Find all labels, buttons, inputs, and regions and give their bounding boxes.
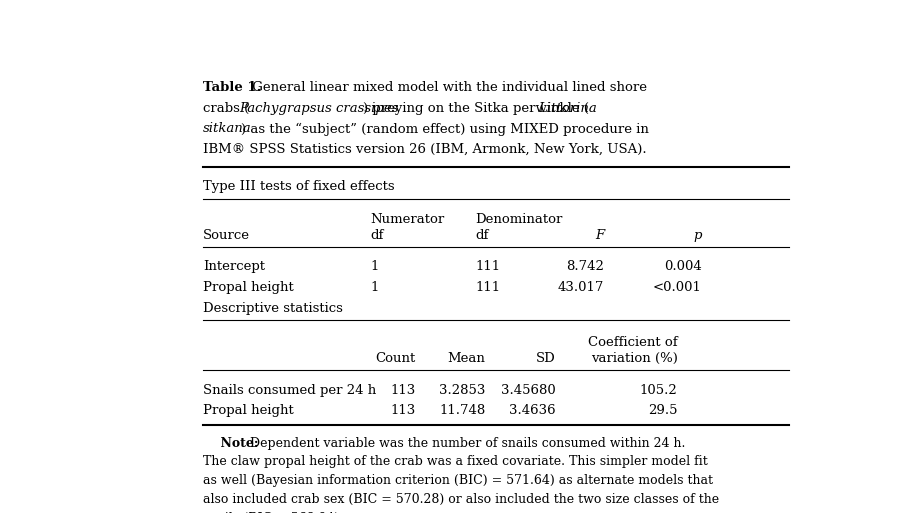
Text: Count: Count [375, 352, 416, 365]
Text: 113: 113 [391, 404, 416, 417]
Text: ) preying on the Sitka perwinkle (: ) preying on the Sitka perwinkle ( [363, 102, 589, 115]
Text: variation (%): variation (%) [590, 352, 678, 365]
Text: Numerator: Numerator [371, 213, 445, 226]
Text: 1: 1 [371, 281, 379, 294]
Text: IBM® SPSS Statistics version 26 (IBM, Armonk, New York, USA).: IBM® SPSS Statistics version 26 (IBM, Ar… [203, 143, 647, 156]
Text: 1: 1 [371, 261, 379, 273]
Text: General linear mixed model with the individual lined shore: General linear mixed model with the indi… [248, 82, 647, 94]
Text: <0.001: <0.001 [653, 281, 702, 294]
Text: p: p [693, 229, 702, 242]
Text: 111: 111 [475, 261, 500, 273]
Text: 3.2853: 3.2853 [439, 384, 486, 397]
Text: 11.748: 11.748 [439, 404, 486, 417]
Text: Mean: Mean [448, 352, 486, 365]
Text: 113: 113 [391, 384, 416, 397]
Text: 8.742: 8.742 [566, 261, 604, 273]
Text: 3.4636: 3.4636 [508, 404, 555, 417]
Text: 3.45680: 3.45680 [500, 384, 555, 397]
Text: Coefficient of: Coefficient of [588, 336, 678, 349]
Text: df: df [475, 229, 489, 242]
Text: 105.2: 105.2 [640, 384, 678, 397]
Text: Littorina: Littorina [538, 102, 597, 115]
Text: SD: SD [536, 352, 555, 365]
Text: Propal height: Propal height [203, 404, 294, 417]
Text: Denominator: Denominator [475, 213, 562, 226]
Text: crabs (: crabs ( [203, 102, 249, 115]
Text: sitkana: sitkana [203, 123, 252, 135]
Text: Type III tests of fixed effects: Type III tests of fixed effects [203, 181, 395, 193]
Text: F: F [595, 229, 604, 242]
Text: Table 1.: Table 1. [203, 82, 262, 94]
Text: 111: 111 [475, 281, 500, 294]
Text: Snails consumed per 24 h: Snails consumed per 24 h [203, 384, 376, 397]
Text: Dependent variable was the number of snails consumed within 24 h.: Dependent variable was the number of sna… [247, 437, 686, 449]
Text: The claw propal height of the crab was a fixed covariate. This simpler model fit: The claw propal height of the crab was a… [203, 456, 708, 468]
Text: snails (BIC = 568.94).: snails (BIC = 568.94). [203, 512, 343, 513]
Text: Propal height: Propal height [203, 281, 294, 294]
Text: as well (Bayesian information criterion (BIC) = 571.64) as alternate models that: as well (Bayesian information criterion … [203, 475, 713, 487]
Text: Intercept: Intercept [203, 261, 266, 273]
Text: Note:: Note: [203, 437, 258, 449]
Text: 0.004: 0.004 [664, 261, 702, 273]
Text: Pachygrapsus crassipes: Pachygrapsus crassipes [239, 102, 399, 115]
Text: df: df [371, 229, 384, 242]
Text: 43.017: 43.017 [558, 281, 604, 294]
Text: ) as the “subject” (random effect) using MIXED procedure in: ) as the “subject” (random effect) using… [241, 123, 649, 135]
Text: 29.5: 29.5 [648, 404, 678, 417]
Text: also included crab sex (BIC = 570.28) or also included the two size classes of t: also included crab sex (BIC = 570.28) or… [203, 493, 719, 506]
Text: Source: Source [203, 229, 250, 242]
Text: Descriptive statistics: Descriptive statistics [203, 302, 343, 314]
